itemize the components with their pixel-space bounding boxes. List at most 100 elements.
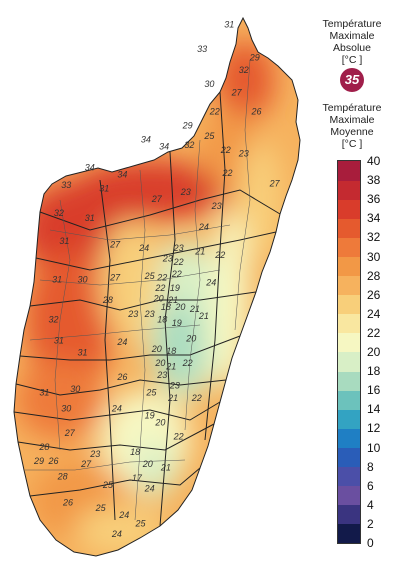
station-value: 32: [54, 208, 64, 218]
station-value: 31: [99, 184, 109, 194]
station-value: 27: [109, 273, 121, 283]
station-value: 20: [154, 358, 165, 368]
station-value: 19: [145, 410, 155, 420]
station-value: 20: [153, 294, 164, 304]
station-value: 26: [62, 498, 73, 508]
station-value: 24: [118, 510, 129, 520]
station-value: 25: [145, 388, 157, 398]
station-value: 24: [116, 337, 127, 347]
colorbar: [337, 160, 361, 544]
station-value: 29: [33, 456, 44, 466]
station-value: 22: [220, 145, 231, 155]
colorbar-tick-label: 40: [367, 154, 381, 168]
station-value: 31: [39, 388, 49, 398]
station-value: 22: [191, 393, 202, 403]
station-value: 23: [169, 381, 180, 391]
station-value: 28: [38, 442, 49, 452]
station-value: 25: [144, 271, 156, 281]
station-value: 23: [211, 201, 222, 211]
station-value: 24: [111, 403, 122, 413]
colorbar-segment: [338, 161, 360, 181]
station-value: 21: [198, 311, 209, 321]
colorbar-segment: [338, 218, 360, 238]
station-value: 26: [47, 456, 58, 466]
station-value: 30: [70, 384, 80, 394]
colorbar-segment: [338, 275, 360, 296]
station-value: 17: [132, 473, 143, 483]
station-value: 19: [172, 318, 182, 328]
station-value: 34: [141, 135, 151, 145]
colorbar-tick-label: 6: [367, 478, 374, 493]
colorbar-tick-label: 12: [367, 421, 381, 436]
station-value: 30: [77, 274, 87, 284]
station-value: 23: [238, 149, 249, 159]
mean-max-title-line-2: Maximale: [329, 114, 375, 126]
station-value: 26: [116, 372, 127, 382]
station-value: 21: [165, 362, 176, 372]
station-value: 24: [198, 222, 209, 232]
station-value: 22: [221, 168, 232, 178]
colorbar-tick-label: 16: [367, 383, 381, 398]
colorbar-tick-label: 2: [367, 516, 374, 531]
station-value: 32: [184, 140, 194, 150]
colorbar-segment: [338, 313, 360, 334]
station-value: 33: [197, 44, 207, 54]
station-value: 24: [205, 278, 216, 288]
station-value: 34: [117, 170, 127, 180]
station-value: 33: [61, 180, 71, 190]
station-value: 31: [54, 335, 64, 345]
region-boundaries: [13, 17, 301, 557]
station-value: 22: [171, 269, 182, 279]
station-value: 21: [160, 463, 171, 473]
absolute-max-marker: 35: [110, 120, 125, 135]
station-value: 31: [52, 274, 62, 284]
station-value: 18: [166, 346, 176, 356]
colorbar-tick-label: 28: [367, 268, 381, 283]
station-value: 20: [142, 459, 153, 469]
mean-max-unit: [°C ]: [341, 138, 363, 150]
mean-max-title-line-1: Température: [322, 102, 382, 114]
colorbar-segment: [338, 256, 360, 277]
station-value: 20: [185, 334, 196, 344]
colorbar-tick-label: 0: [367, 536, 374, 550]
colorbar-segment: [338, 409, 360, 429]
station-value: 21: [167, 295, 178, 305]
colorbar-tick-label: 22: [367, 325, 381, 340]
colorbar-tick-label: 14: [367, 402, 381, 417]
colorbar-segment: [338, 466, 360, 487]
colorbar-segment: [338, 237, 360, 257]
station-value: 24: [138, 243, 149, 253]
station-value: 22: [173, 257, 184, 267]
station-value: 24: [111, 529, 122, 539]
station-value: 21: [167, 393, 178, 403]
station-value: 22: [154, 283, 165, 293]
colorbar-tick-label: 8: [367, 459, 374, 474]
station-value: 27: [80, 459, 92, 469]
station-value: 18: [157, 314, 167, 324]
colorbar-tick-label: 32: [367, 230, 381, 245]
station-value: 30: [61, 403, 71, 413]
station-value: 31: [85, 213, 95, 223]
colorbar-tick-label: 26: [367, 287, 381, 302]
colorbar-tick-label: 30: [367, 249, 381, 264]
mean-max-title-line-3: Moyenne: [330, 126, 374, 138]
station-value: 23: [89, 449, 100, 459]
station-value: 28: [57, 472, 68, 482]
station-value: 23: [144, 309, 155, 319]
station-value: 24: [144, 484, 155, 494]
station-value: 22: [209, 107, 220, 117]
absolute-max-title-line-2: Maximale: [329, 30, 375, 42]
station-value: 19: [170, 283, 180, 293]
station-value: 23: [156, 370, 167, 380]
colorbar-tick-label: 18: [367, 364, 381, 379]
colorbar-segment: [338, 199, 360, 219]
station-value: 27: [231, 88, 243, 98]
station-value: 23: [173, 243, 184, 253]
colorbar-segment: [338, 371, 360, 391]
station-value: 20: [174, 302, 185, 312]
station-value: 18: [161, 302, 171, 312]
station-value: 27: [64, 428, 76, 438]
station-value: 28: [102, 295, 113, 305]
colorbar-segment: [338, 390, 360, 410]
